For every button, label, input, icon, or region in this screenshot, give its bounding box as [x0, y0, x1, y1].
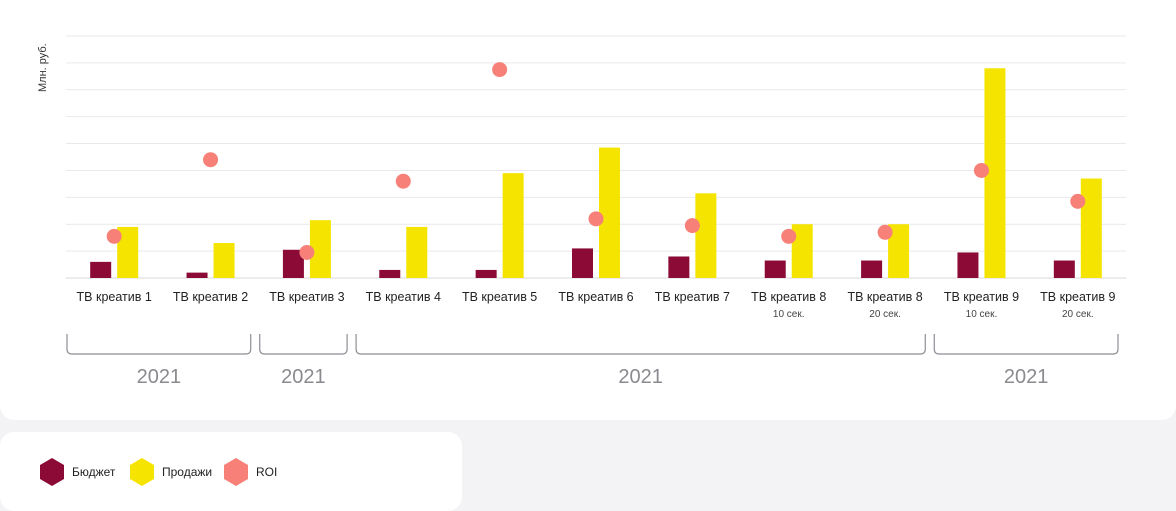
- roi-point: [106, 228, 122, 244]
- roi-point: [299, 244, 315, 260]
- group-bracket: [355, 334, 926, 355]
- bar-budget: [90, 261, 112, 278]
- x-tick-label: ТВ креатив 9: [1040, 290, 1115, 304]
- bar-budget: [282, 249, 304, 278]
- roi-point: [1070, 193, 1086, 209]
- group-year-label: 2021: [618, 366, 663, 388]
- roi-point: [203, 152, 219, 168]
- x-tick-sublabel: 10 сек.: [773, 309, 805, 320]
- legend-label: Продажи: [162, 465, 213, 479]
- group-year-label: 2021: [1004, 366, 1049, 388]
- legend-item-sales[interactable]: Продажи: [128, 454, 212, 490]
- bar-sales: [1080, 178, 1102, 278]
- hexagon-icon: [40, 458, 64, 486]
- legend-label: Бюджет: [72, 465, 116, 479]
- bar-sales: [599, 147, 620, 278]
- bar-sales: [406, 226, 428, 278]
- x-tick-label: ТВ креатив 4: [366, 290, 441, 304]
- bar-sales: [791, 224, 813, 278]
- roi-point: [781, 228, 797, 244]
- roi-point: [395, 173, 411, 189]
- bar-sales: [888, 224, 910, 278]
- bar-sales: [695, 193, 717, 278]
- x-tick-label: ТВ креатив 1: [77, 290, 152, 304]
- bar-sales: [502, 173, 524, 278]
- x-tick-sublabel: 20 сек.: [869, 309, 901, 320]
- bar-budget: [764, 260, 786, 278]
- roi-point: [684, 218, 700, 234]
- bar-sales: [984, 68, 1006, 279]
- y-axis-label: Млн. руб.: [37, 43, 49, 92]
- group-year-label: 2021: [137, 366, 182, 388]
- hexagon-icon: [130, 458, 154, 486]
- bar-budget: [861, 260, 883, 278]
- x-tick-label: ТВ креатив 9: [944, 290, 1019, 304]
- bar-sales: [117, 226, 139, 278]
- x-tick-sublabel: 10 сек.: [966, 309, 998, 320]
- bar-budget: [186, 272, 208, 278]
- bar-sales: [213, 243, 235, 278]
- legend-item-budget[interactable]: Бюджет: [38, 454, 115, 490]
- x-tick-label: ТВ креатив 3: [269, 290, 344, 304]
- bar-budget: [475, 269, 497, 278]
- group-year-label: 2021: [281, 366, 326, 388]
- chart: Млн. руб. ТВ креатив 1 ТВ креатив 2 ТВ креа…: [37, 35, 1126, 388]
- hexagon-icon: [224, 458, 248, 486]
- x-tick-label: ТВ креатив 8: [847, 290, 922, 304]
- bar-budget: [1053, 260, 1075, 278]
- x-tick-label: ТВ креатив 2: [173, 290, 248, 304]
- group-bracket: [66, 334, 252, 355]
- roi-point: [492, 62, 508, 78]
- bar-budget: [379, 269, 401, 278]
- x-tick-label: ТВ креатив 5: [462, 290, 537, 304]
- legend: Бюджет Продажи ROI: [0, 432, 462, 511]
- group-bracket: [933, 334, 1119, 355]
- bar-sales: [309, 220, 331, 278]
- bar-budget: [572, 248, 593, 278]
- bar-budget: [668, 256, 690, 278]
- x-tick-label: ТВ креатив 8: [751, 290, 826, 304]
- chart-card: Млн. руб. ТВ креатив 1 ТВ креатив 2 ТВ креа…: [0, 0, 1176, 420]
- legend-label: ROI: [256, 465, 278, 479]
- bar-budget: [957, 252, 979, 278]
- roi-point: [973, 162, 989, 178]
- x-tick-label: ТВ креатив 6: [558, 290, 633, 304]
- x-tick-label: ТВ креатив 7: [655, 290, 730, 304]
- x-tick-sublabel: 20 сек.: [1062, 309, 1094, 320]
- legend-item-roi[interactable]: ROI: [222, 454, 277, 490]
- roi-point: [877, 224, 893, 240]
- roi-point: [588, 211, 604, 227]
- group-bracket: [259, 334, 348, 355]
